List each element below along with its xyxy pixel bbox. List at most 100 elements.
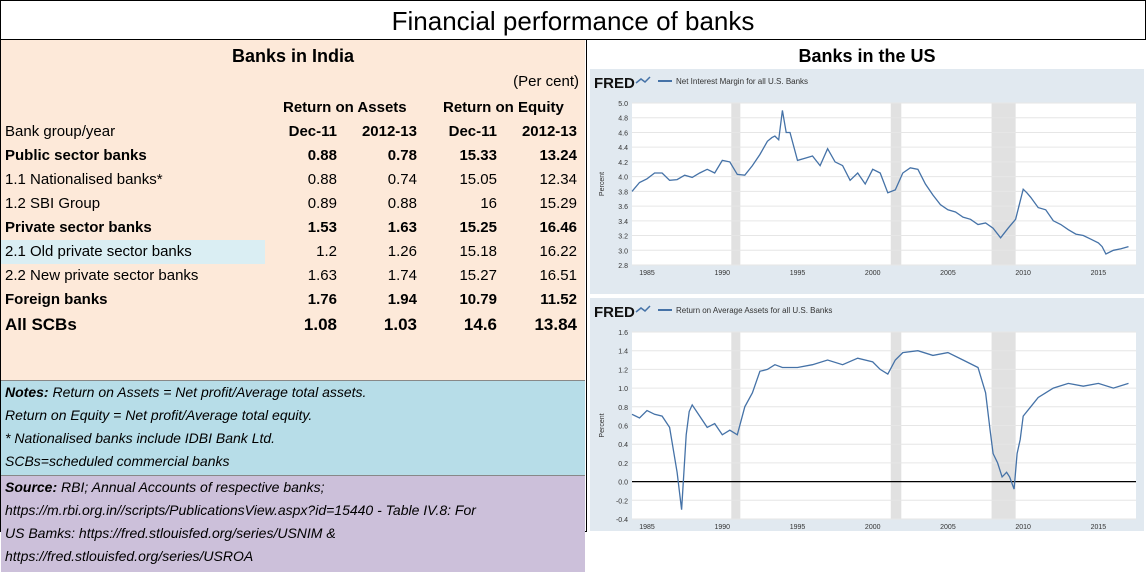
- cell-roe-2012: 11.52: [540, 291, 577, 308]
- row-label: All SCBs: [5, 315, 77, 334]
- cell-roa-2012: 0.78: [387, 147, 417, 164]
- y-tick-label: 3.0: [618, 248, 628, 255]
- y-tick-label: 4.6: [618, 130, 628, 137]
- notes-box: Notes: Return on Assets = Net profit/Ave…: [1, 380, 585, 475]
- cell-roe-dec11: 15.25: [459, 219, 497, 236]
- chart-title: Return on Average Assets for all U.S. Ba…: [676, 306, 832, 315]
- y-axis-label: Percent: [599, 172, 606, 196]
- y-tick-label: 1.2: [618, 367, 628, 374]
- cell-roa-dec11: 1.76: [307, 291, 337, 308]
- y-tick-label: 4.4: [618, 145, 628, 152]
- x-tick-label: 2010: [1015, 270, 1031, 277]
- notes-label: Notes:: [5, 384, 49, 400]
- notes-line-1: Notes: Return on Assets = Net profit/Ave…: [1, 381, 585, 404]
- y-tick-label: 3.2: [618, 234, 628, 241]
- x-tick-label: 1995: [790, 270, 806, 277]
- y-axis-label: Percent: [599, 413, 606, 437]
- page-title: Financial performance of banks: [1, 1, 1145, 40]
- cell-roa-dec11: 1.08: [303, 315, 337, 334]
- cell-roe-2012: 13.84: [534, 315, 577, 334]
- x-tick-label: 1995: [790, 524, 806, 531]
- recession-shading: [890, 103, 902, 265]
- x-tick-label: 1985: [639, 524, 655, 531]
- cell-roe-2012: 16.22: [539, 243, 577, 260]
- roa-chart-panel: FRED Return on Average Assets for all U.S…: [590, 298, 1144, 531]
- x-tick-label: 2005: [940, 270, 956, 277]
- notes-line-4: SCBs=scheduled commercial banks: [5, 453, 230, 469]
- x-tick-label: 2000: [865, 524, 881, 531]
- cell-roa-2012: 1.63: [387, 219, 417, 236]
- unit-label: (Per cent): [513, 73, 579, 90]
- x-tick-label: 2015: [1091, 524, 1107, 531]
- cell-roe-dec11: 14.6: [463, 315, 497, 334]
- us-section: Banks in the US FRED Net Interest Margin …: [586, 40, 1146, 532]
- row-label: 1.2 SBI Group: [5, 195, 101, 212]
- y-tick-label: 0.0: [618, 480, 628, 487]
- series-line: [631, 110, 1129, 255]
- cell-roa-2012: 1.03: [383, 315, 417, 334]
- row-label: 1.1 Nationalised banks*: [5, 171, 163, 188]
- y-tick-label: 1.0: [618, 386, 628, 393]
- cell-roe-dec11: 15.18: [459, 243, 497, 260]
- y-tick-label: 0.8: [618, 405, 628, 412]
- recession-shading: [731, 103, 741, 265]
- x-tick-label: 1990: [714, 270, 730, 277]
- row-highlight: [1, 240, 265, 264]
- y-tick-label: 1.4: [618, 349, 628, 356]
- table-row: All SCBs 1.08 1.03 14.6 13.84: [1, 312, 585, 336]
- y-tick-label: 3.8: [618, 189, 628, 196]
- fred-graph-icon: [635, 76, 651, 84]
- roa-chart: FRED Return on Average Assets for all U.S…: [594, 304, 1136, 531]
- row-label: Private sector banks: [5, 219, 152, 236]
- us-heading: Banks in the US: [798, 46, 936, 66]
- india-section: Banks in India (Per cent) Return on Asse…: [1, 40, 585, 572]
- y-tick-label: 4.8: [618, 116, 628, 123]
- cell-roe-2012: 13.24: [539, 147, 577, 164]
- india-table: Return on Assets Return on Equity Bank g…: [1, 96, 585, 336]
- source-line-4: https://fred.stlouisfed.org/series/USROA: [5, 548, 254, 564]
- cell-roa-2012: 1.26: [387, 243, 417, 260]
- col-header-roa-2012: 2012-13: [361, 123, 417, 140]
- cell-roa-dec11: 1.2: [316, 243, 337, 260]
- x-tick-label: 2015: [1091, 270, 1107, 277]
- cell-roa-dec11: 1.63: [307, 267, 337, 284]
- cell-roa-dec11: 0.89: [307, 195, 337, 212]
- y-tick-label: 3.4: [618, 219, 628, 226]
- cell-roe-2012: 15.29: [539, 195, 577, 212]
- y-tick-label: 0.2: [618, 461, 628, 468]
- y-tick-label: 3.6: [618, 204, 628, 211]
- cell-roa-2012: 1.74: [387, 267, 417, 284]
- y-tick-label: 1.6: [618, 330, 628, 337]
- cell-roe-dec11: 15.27: [459, 267, 497, 284]
- fred-logo: FRED: [594, 304, 635, 321]
- cell-roe-dec11: 16: [480, 195, 497, 212]
- col-header-roa-dec11: Dec-11: [288, 123, 337, 140]
- source-text-1: RBI; Annual Accounts of respective banks…: [57, 479, 325, 495]
- y-tick-label: 0.6: [618, 424, 628, 431]
- roa-group-header: Return on Assets: [283, 99, 407, 116]
- table-subheader: Bank group/year Dec-11 2012-13 Dec-11 20…: [1, 120, 585, 144]
- table-row: Public sector banks 0.88 0.78 15.33 13.24: [1, 144, 585, 168]
- y-tick-label: 5.0: [618, 101, 628, 108]
- chart-title: Net Interest Margin for all U.S. Banks: [676, 77, 808, 86]
- source-line-2: https://m.rbi.org.in//scripts/Publicatio…: [5, 502, 476, 518]
- notes-line-3: * Nationalised banks include IDBI Bank L…: [5, 430, 276, 446]
- table-body: Public sector banks 0.88 0.78 15.33 13.24 1.1…: [1, 144, 585, 336]
- india-heading: Banks in India: [231, 46, 355, 66]
- cell-roe-2012: 16.46: [539, 219, 577, 236]
- source-box: Source: RBI; Annual Accounts of respecti…: [1, 475, 585, 572]
- cell-roa-2012: 0.88: [387, 195, 417, 212]
- source-line-1: Source: RBI; Annual Accounts of respecti…: [1, 476, 585, 499]
- row-label: Foreign banks: [5, 291, 108, 308]
- roe-group-header: Return on Equity: [443, 99, 564, 116]
- source-label: Source:: [5, 479, 58, 495]
- cell-roe-2012: 16.51: [539, 267, 577, 284]
- cell-roa-2012: 0.74: [387, 171, 417, 188]
- cell-roa-dec11: 1.53: [307, 219, 337, 236]
- row-label: Public sector banks: [5, 147, 147, 164]
- row-label: 2.1 Old private sector banks: [5, 243, 192, 260]
- y-tick-label: 4.0: [618, 175, 628, 182]
- x-tick-label: 1990: [714, 524, 730, 531]
- notes-line-2: Return on Equity = Net profit/Average to…: [5, 407, 313, 423]
